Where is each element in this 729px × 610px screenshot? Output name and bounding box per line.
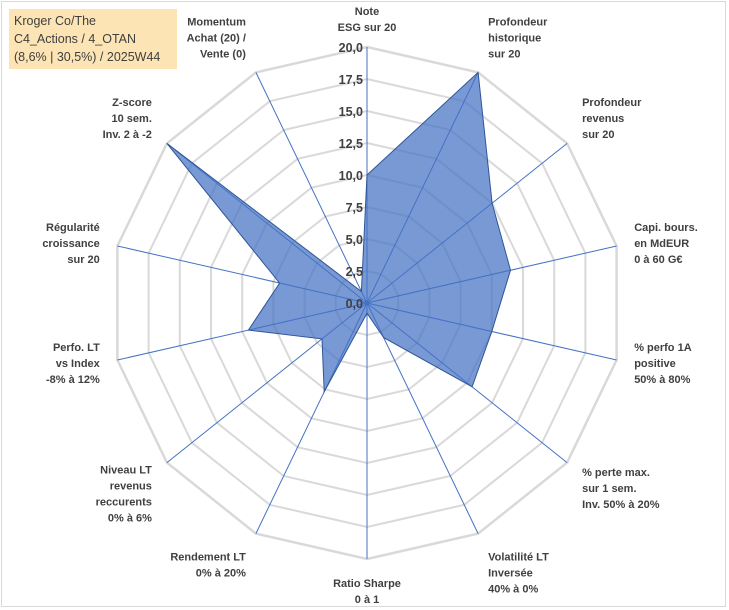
axis-label-1: Note ESG sur 20 xyxy=(338,6,397,34)
axis-label-line: Momentum xyxy=(187,17,246,29)
axis-label-line: Ratio Sharpe xyxy=(333,578,401,590)
axis-label-8: Ratio Sharpe 0 à 1 xyxy=(333,578,401,606)
tick-label-6: 15,0 xyxy=(339,105,363,119)
axis-label-line: -8% à 12% xyxy=(46,374,100,386)
axis-label-line: 0 à 60 G€ xyxy=(634,254,682,266)
axis-label-line: vs Index xyxy=(56,358,101,370)
axis-label-7: Volatilité LT Inversée 40% à 0% xyxy=(488,551,549,595)
data-series-area xyxy=(166,71,512,394)
axis-label-line: Rendement LT xyxy=(170,551,246,563)
axis-label-6: % perte max. sur 1 sem. Inv. 50% à 20% xyxy=(582,467,660,511)
axis-label-line: Volatilité LT xyxy=(488,551,549,563)
axis-label-2: Profondeur historique sur 20 xyxy=(488,17,548,61)
axis-label-9: Rendement LT 0% à 20% xyxy=(170,551,246,579)
title-line-category: C4_Actions / 4_OTAN xyxy=(14,32,137,46)
axis-label-line: en MdEUR xyxy=(634,238,689,250)
axis-label-line: historique xyxy=(488,33,541,45)
axis-label-4: Capi. bours. en MdEUR 0 à 60 G€ xyxy=(634,222,698,266)
title-line-company: Kroger Co/The xyxy=(14,14,96,28)
axis-label-line: 0 à 1 xyxy=(355,594,379,606)
axis-label-line: Profondeur xyxy=(582,97,642,109)
axis-label-line: Achat (20) / xyxy=(187,33,246,45)
tick-label-2: 5,0 xyxy=(346,233,363,247)
title-line-stats: (8,6% | 30,5%) / 2025W44 xyxy=(14,50,161,64)
axis-label-line: Inv. 2 à -2 xyxy=(103,129,152,141)
axis-label-10: Niveau LT revenus reccurents 0% à 6% xyxy=(96,465,153,525)
axis-label-3: Profondeur revenus sur 20 xyxy=(582,97,642,141)
tick-label-7: 17,5 xyxy=(339,73,363,87)
axis-label-5: % perfo 1A positive 50% à 80% xyxy=(634,342,692,386)
tick-label-1: 2,5 xyxy=(346,265,363,279)
tick-label-4: 10,0 xyxy=(339,169,363,183)
axis-label-line: % perte max. xyxy=(582,467,650,479)
axis-label-line: Perfo. LT xyxy=(53,342,100,354)
axis-label-line: revenus xyxy=(110,481,152,493)
axis-label-11: Perfo. LT vs Index -8% à 12% xyxy=(46,342,101,386)
axis-label-line: sur 20 xyxy=(582,129,614,141)
axis-label-line: revenus xyxy=(582,113,624,125)
axis-label-line: ESG sur 20 xyxy=(338,22,397,34)
axis-label-line: Note xyxy=(355,6,379,18)
tick-label-8: 20,0 xyxy=(339,41,363,55)
tick-label-0: 0,0 xyxy=(346,297,363,311)
axis-label-line: 0% à 20% xyxy=(196,567,246,579)
axis-label-13: Z-score 10 sem. Inv. 2 à -2 xyxy=(103,97,152,141)
axis-label-line: reccurents xyxy=(96,497,152,509)
axis-spoke-14 xyxy=(255,72,368,304)
axis-label-line: sur 1 sem. xyxy=(582,483,636,495)
axis-label-line: 10 sem. xyxy=(112,113,152,125)
axis-label-12: Régularité croissance sur 20 xyxy=(42,222,99,266)
tick-label-3: 7,5 xyxy=(346,201,363,215)
axis-spoke-7 xyxy=(366,302,479,534)
axis-label-line: Niveau LT xyxy=(100,465,152,477)
axis-label-line: 40% à 0% xyxy=(488,583,538,595)
axis-label-line: sur 20 xyxy=(488,49,520,61)
axis-label-line: Régularité xyxy=(46,222,100,234)
axis-label-14: Momentum Achat (20) / Vente (0) xyxy=(187,17,247,61)
axis-label-line: Z-score xyxy=(112,97,152,109)
axis-label-line: Capi. bours. xyxy=(634,222,698,234)
axis-label-line: Inversée xyxy=(488,567,533,579)
axis-label-line: Inv. 50% à 20% xyxy=(582,499,660,511)
axis-label-line: Profondeur xyxy=(488,17,548,29)
axis-label-line: croissance xyxy=(42,238,99,250)
axis-label-line: positive xyxy=(634,358,676,370)
axis-label-line: 0% à 6% xyxy=(108,513,152,525)
title-box: Kroger Co/The C4_Actions / 4_OTAN (8,6% … xyxy=(9,9,177,69)
tick-label-5: 12,5 xyxy=(339,137,363,151)
axis-label-line: 50% à 80% xyxy=(634,374,690,386)
axis-label-line: Vente (0) xyxy=(200,49,246,61)
axis-label-line: % perfo 1A xyxy=(634,342,692,354)
axis-label-line: sur 20 xyxy=(67,254,99,266)
